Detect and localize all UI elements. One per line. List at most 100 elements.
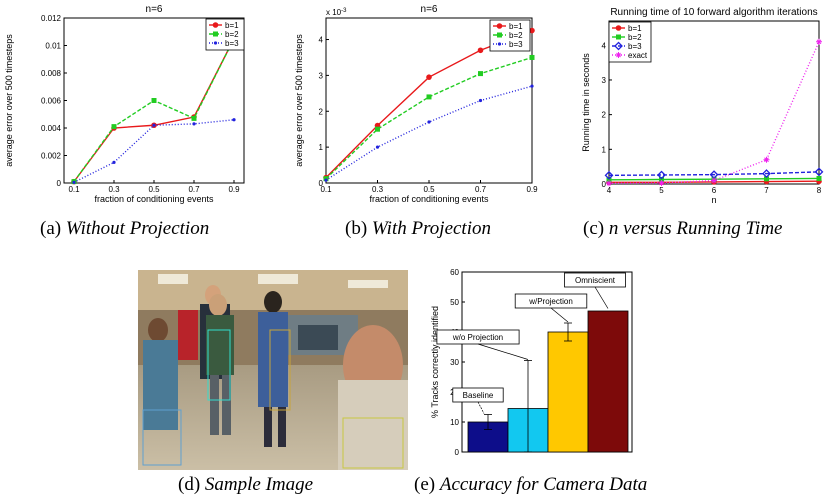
data-point — [762, 169, 771, 179]
x-axis-label: fraction of conditioning events — [369, 194, 489, 204]
y-tick-label: 0.002 — [41, 152, 62, 161]
legend-label: b=1 — [509, 22, 523, 31]
chart-e: 0102030405060% Tracks correctly identifi… — [430, 268, 633, 457]
caption-a: (a) Without Projection — [40, 218, 209, 240]
y-tick-label: 60 — [450, 268, 459, 277]
y-exponent-power: -3 — [341, 8, 347, 14]
legend-label: b=1 — [225, 21, 239, 30]
series-line — [73, 119, 235, 183]
y-tick-label: 10 — [450, 418, 459, 427]
data-point — [112, 160, 116, 164]
caption-d-text: Sample Image — [204, 474, 314, 495]
data-point — [529, 54, 535, 60]
series-line — [73, 38, 235, 183]
data-point — [427, 120, 431, 124]
annotation-label: w/Projection — [528, 297, 573, 306]
series-b=3 — [324, 84, 534, 182]
data-point — [763, 156, 770, 163]
series-exact — [606, 38, 822, 187]
x-tick-label: 0.5 — [148, 185, 160, 194]
bar-2 — [547, 331, 589, 453]
data-point — [111, 124, 117, 130]
legend-label: b=2 — [509, 31, 523, 40]
x-tick-label: 0.1 — [320, 185, 332, 194]
legend-label: b=3 — [509, 40, 523, 49]
legend-marker — [212, 22, 219, 28]
caption-e-text: Accuracy for Camera Data — [439, 474, 648, 495]
legend-marker — [615, 52, 622, 58]
series-line — [73, 38, 235, 183]
data-point — [477, 47, 484, 54]
legend-marker — [615, 25, 622, 31]
series-line — [608, 171, 820, 177]
y-exponent-label: x 10-3 — [326, 8, 347, 17]
chart-b: n=6 0.1 0.3 0.5 0.7 0.9 0 1 2 3 4 fraction of condi… — [294, 4, 538, 204]
sample-image — [138, 270, 408, 470]
data-point — [324, 178, 328, 182]
y-tick-label: 3 — [319, 71, 324, 80]
series-b=2 — [323, 54, 535, 182]
y-tick-label: 0 — [455, 448, 460, 457]
y-tick-label: 2 — [319, 107, 324, 116]
y-tick-label: 0.01 — [45, 42, 61, 51]
data-point — [375, 126, 380, 132]
data-point — [426, 74, 432, 80]
annotation-arrow — [477, 343, 529, 360]
caption-a-text: Without Projection — [65, 218, 210, 239]
sample-image-drawing — [138, 270, 408, 470]
caption-b: (b) With Projection — [345, 218, 491, 240]
chart-a: n=6 0.1 0.3 0.5 0.7 0.9 0 0.002 0.004 0.006 0.008 0… — [4, 4, 245, 204]
caption-c-text: versus Running Time — [618, 218, 783, 239]
legend-label: exact — [628, 51, 648, 60]
x-tick-label: 8 — [817, 186, 822, 195]
y-tick-label: 0.012 — [41, 14, 62, 23]
caption-e: (e) Accuracy for Camera Data — [414, 474, 647, 496]
series-line — [325, 29, 533, 179]
chart-a-panel: n=6 0.1 0.3 0.5 0.7 0.9 0 0.002 0.004 0.006 0.008 0… — [0, 0, 260, 215]
y-axis-label: Running time in seconds — [581, 53, 591, 152]
legend: b=1b=2b=3 — [205, 18, 245, 51]
legend-marker — [616, 34, 621, 40]
legend-label: b=3 — [225, 39, 239, 48]
data-point — [814, 167, 824, 177]
x-tick-label: 0.7 — [475, 185, 487, 194]
chart-b-panel: n=6 0.1 0.3 0.5 0.7 0.9 0 1 2 3 4 fraction of condi… — [290, 0, 550, 215]
y-tick-label: 0.006 — [41, 97, 62, 106]
data-point — [659, 176, 664, 182]
y-tick-label: 0 — [57, 179, 62, 188]
data-point — [606, 180, 612, 187]
data-point — [375, 145, 380, 149]
legend-marker — [213, 41, 218, 45]
x-tick-label: 6 — [712, 186, 717, 195]
data-point — [657, 170, 666, 180]
series-line — [608, 41, 820, 185]
legend-marker — [496, 23, 503, 29]
y-tick-label: 2 — [602, 111, 607, 120]
y-tick-label: 3 — [602, 76, 607, 85]
y-tick-label: 50 — [450, 298, 459, 307]
chart-c-panel: Running time of 10 forward algorithm ite… — [575, 0, 837, 215]
data-point — [711, 177, 717, 184]
legend-label: b=1 — [628, 24, 642, 33]
annotation-label: w/o Projection — [452, 333, 503, 342]
caption-a-prefix: (a) — [40, 218, 66, 239]
data-point — [426, 94, 432, 100]
y-axis-label: average error over 500 timesteps — [294, 34, 304, 167]
data-point — [151, 98, 157, 103]
x-tick-label: 0.3 — [108, 185, 120, 194]
y-tick-label: 4 — [602, 41, 607, 50]
data-point — [816, 38, 822, 45]
caption-e-prefix: (e) — [414, 474, 440, 495]
y-tick-label: 4 — [319, 36, 324, 45]
y-tick-label: 0.004 — [41, 124, 62, 133]
y-tick-label: 0 — [602, 180, 607, 189]
y-axis-label: average error over 500 timesteps — [4, 34, 14, 167]
series-b=3 — [604, 167, 824, 180]
data-point — [530, 84, 534, 88]
legend: b=1b=2b=3 — [489, 19, 531, 52]
annotation-arrow — [477, 401, 485, 414]
x-tick-label: 7 — [764, 186, 769, 195]
data-point — [232, 118, 236, 122]
caption-c: (c) n versus Running Time — [583, 218, 782, 240]
